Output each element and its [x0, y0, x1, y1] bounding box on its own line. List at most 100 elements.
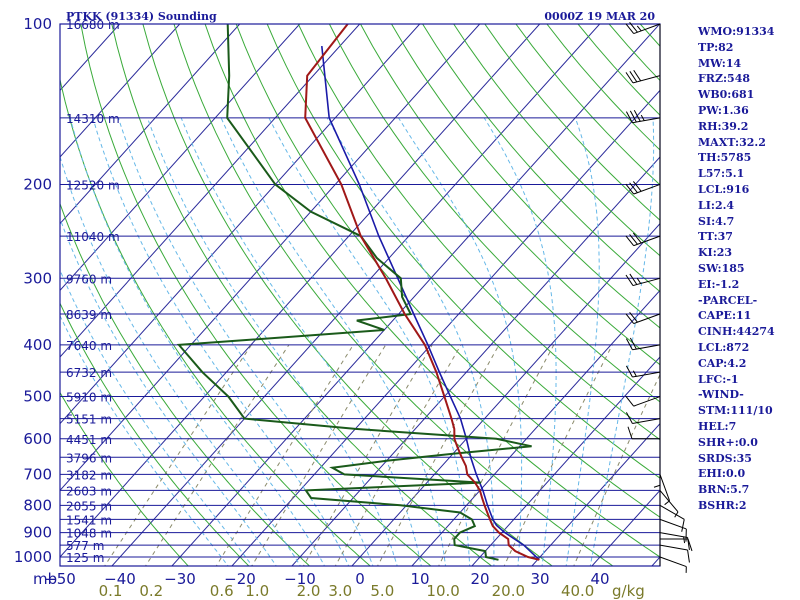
mixing-ratio-label: 10.0 [426, 582, 459, 600]
wind-barb [625, 21, 661, 35]
sounding-index-item: WMO:91334 [698, 25, 775, 38]
mixing-ratio-line [104, 344, 252, 566]
pressure-tick-label: 800 [23, 496, 52, 514]
wind-barbs [625, 21, 693, 573]
pressure-tick-label: 200 [23, 175, 52, 193]
wind-barb-shaft [632, 117, 661, 124]
temperature-tick-label: −50 [44, 570, 76, 588]
height-label: 2055 m [66, 499, 112, 513]
temperature-tick-label: −40 [104, 570, 136, 588]
parcel-trace-line [321, 46, 540, 561]
wind-barb-shaft [633, 396, 661, 407]
mixing-ratio-label: 20.0 [492, 582, 525, 600]
temperature-tick-label: 20 [470, 570, 489, 588]
dry-adiabat-line [391, 24, 660, 329]
dry-adiabat-line [297, 24, 660, 441]
wind-barb-half-flag [640, 114, 645, 121]
wind-barb-shaft [633, 235, 661, 247]
mixing-ratio-line [251, 344, 387, 566]
wind-barb-shaft [633, 183, 661, 195]
wind-barb-flag [681, 519, 685, 532]
sounding-index-item: FRZ:548 [698, 72, 751, 86]
wind-barb-flag [632, 232, 642, 244]
mixing-ratio-label: 2.0 [297, 582, 321, 600]
sounding-index-item: BSHR:2 [698, 498, 747, 512]
wind-barb-flag [625, 395, 635, 407]
height-label: 1541 m [66, 513, 112, 527]
sounding-index-item: EI:-1.2 [698, 277, 740, 291]
isotherm-line [60, 24, 361, 358]
isotherm-line [60, 24, 61, 25]
wind-barb-shaft [633, 313, 661, 325]
wind-barb [625, 181, 661, 195]
height-label: 5910 m [66, 391, 112, 405]
sounding-index-item: TT:37 [698, 230, 733, 244]
wind-barb-half-flag [632, 370, 637, 377]
moist-adiabat-line [565, 117, 600, 566]
dry-adiabat-line [60, 77, 371, 566]
wind-barb [659, 518, 687, 542]
isotherm-line [351, 222, 660, 566]
dry-adiabat-line [360, 24, 660, 366]
isotherm-line [60, 24, 481, 492]
dry-adiabat-line [111, 24, 493, 566]
height-label: 14310 m [66, 112, 120, 126]
height-label: 12520 m [66, 178, 120, 192]
sounding-index-item: -WIND- [698, 388, 744, 402]
dry-adiabat-line [204, 24, 660, 558]
sounding-index-item: CAP:4.2 [698, 356, 747, 370]
moist-adiabat-line [268, 117, 471, 566]
height-label: 577 m [66, 539, 104, 553]
wind-barb [660, 538, 693, 552]
isotherm-line [171, 24, 660, 566]
wind-barb-shaft [632, 75, 661, 84]
wind-barb-flag [687, 538, 693, 552]
pressure-tick-label: 400 [23, 336, 52, 354]
wind-barb-half-flag [674, 511, 679, 518]
temperature-tick-label: −30 [164, 570, 196, 588]
pressure-tick-label: 900 [23, 524, 52, 542]
temperature-tick-label: 30 [530, 570, 549, 588]
wind-barb [625, 311, 661, 325]
sounding-index-item: BRN:5.7 [698, 483, 750, 497]
isotherm-line [231, 89, 660, 566]
wind-barb-flag [625, 365, 633, 378]
wind-barb [659, 544, 690, 563]
wind-barb [625, 109, 661, 124]
chart-grid [60, 24, 660, 566]
wind-barb-shaft [632, 418, 661, 424]
sounding-index-item: SI:4.7 [698, 214, 735, 228]
wind-barb-shaft [632, 344, 661, 351]
height-label: 16680 m [66, 18, 120, 32]
isotherm-line [60, 24, 241, 225]
wind-barb-flag [629, 110, 637, 123]
pressure-tick-label: 500 [23, 388, 52, 406]
wind-barb-half-flag [636, 277, 642, 284]
isotherm-line [60, 24, 301, 292]
dry-adiabat-line [60, 391, 189, 566]
isotherm-line [411, 289, 660, 566]
sounding-indices-list: WMO:91334 TP:82 MW:14 FRZ:548 WB0:681 PW:1.36… [698, 24, 775, 514]
dry-adiabat-line [235, 24, 660, 518]
chart-title-time: 0000Z 19 MAR 20 [544, 10, 655, 23]
sounding-index-item: CAPE:11 [698, 309, 752, 323]
pressure-tick-label: 300 [23, 269, 52, 287]
isotherm-line [60, 24, 421, 425]
sounding-index-item: SHR+:0.0 [698, 435, 758, 449]
dry-adiabat-line [328, 24, 660, 403]
wind-barb-flag [625, 111, 633, 123]
wind-barb-flag [629, 234, 638, 245]
mixing-ratio-label: 0.1 [99, 582, 123, 600]
sounding-index-item: -PARCEL- [698, 293, 758, 307]
mixing-ratio-label: 1.0 [245, 582, 269, 600]
wind-barb [659, 556, 687, 573]
mixing-ratio-label: 5.0 [370, 582, 394, 600]
wind-barb-flag [629, 182, 638, 193]
dry-adiabat-line [80, 24, 432, 566]
mixing-ratio-line [334, 344, 462, 566]
wind-barb [625, 69, 661, 84]
wind-barb-shaft [659, 518, 687, 530]
dry-adiabat-line [453, 24, 660, 257]
moist-adiabat-line [589, 117, 655, 566]
wind-barb-flag [629, 71, 638, 83]
